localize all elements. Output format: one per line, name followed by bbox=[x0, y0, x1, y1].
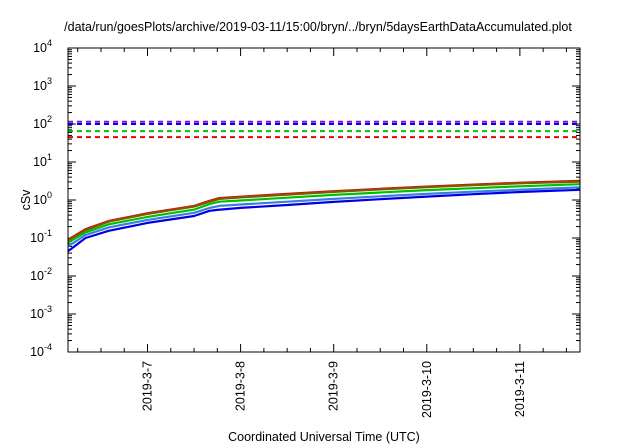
data-series bbox=[67, 179, 581, 253]
y-axis-label: cSv bbox=[19, 189, 33, 211]
y-tick-label: 10-4 bbox=[30, 342, 52, 359]
y-tick-exponent: 2 bbox=[47, 114, 52, 124]
y-tick-exponent: 1 bbox=[47, 152, 52, 162]
threshold-lines bbox=[68, 120, 580, 139]
y-tick-base: 10 bbox=[30, 345, 44, 359]
y-tick-label: 101 bbox=[33, 152, 52, 169]
x-axis-label: Coordinated Universal Time (UTC) bbox=[228, 430, 420, 444]
y-tick-base: 10 bbox=[33, 41, 47, 55]
x-tick-label: 2019-3-7 bbox=[141, 361, 155, 411]
axis-ticks bbox=[68, 47, 580, 353]
y-tick-exponent: -2 bbox=[44, 266, 52, 276]
y-tick-label: 10-2 bbox=[30, 266, 52, 283]
y-tick-exponent: -3 bbox=[44, 304, 52, 314]
series-line bbox=[67, 183, 581, 244]
x-tick-label: 2019-3-8 bbox=[234, 361, 248, 411]
y-tick-base: 10 bbox=[33, 155, 47, 169]
y-tick-label: 102 bbox=[33, 114, 52, 131]
series-line bbox=[67, 188, 581, 253]
y-tick-base: 10 bbox=[30, 269, 44, 283]
series-line bbox=[67, 186, 581, 248]
y-tick-exponent: 0 bbox=[47, 190, 52, 200]
x-tick-label: 2019-3-11 bbox=[513, 361, 527, 417]
y-tick-exponent: -1 bbox=[44, 228, 52, 238]
x-tick-label: 2019-3-9 bbox=[327, 361, 341, 411]
chart-title: /data/run/goesPlots/archive/2019-03-11/1… bbox=[64, 20, 572, 34]
y-tick-label: 103 bbox=[33, 76, 52, 93]
y-tick-base: 10 bbox=[30, 231, 44, 245]
plot-frame bbox=[67, 47, 581, 353]
y-tick-base: 10 bbox=[33, 193, 47, 207]
x-tick-label: 2019-3-10 bbox=[420, 361, 434, 418]
series-line bbox=[67, 180, 581, 242]
y-tick-base: 10 bbox=[30, 307, 44, 321]
y-tick-label: 104 bbox=[33, 38, 52, 55]
x-tick-labels: 2019-3-7 2019-3-8 2019-3-9 2019-3-10 2019-3-… bbox=[141, 361, 527, 418]
y-tick-label: 100 bbox=[33, 190, 52, 207]
y-tick-label: 10-1 bbox=[30, 228, 52, 245]
y-tick-label: 10-3 bbox=[30, 304, 52, 321]
y-tick-exponent: 3 bbox=[47, 76, 52, 86]
y-tick-base: 10 bbox=[33, 79, 47, 93]
y-tick-base: 10 bbox=[33, 117, 47, 131]
y-tick-exponent: -4 bbox=[44, 342, 52, 352]
y-tick-exponent: 4 bbox=[47, 38, 52, 48]
